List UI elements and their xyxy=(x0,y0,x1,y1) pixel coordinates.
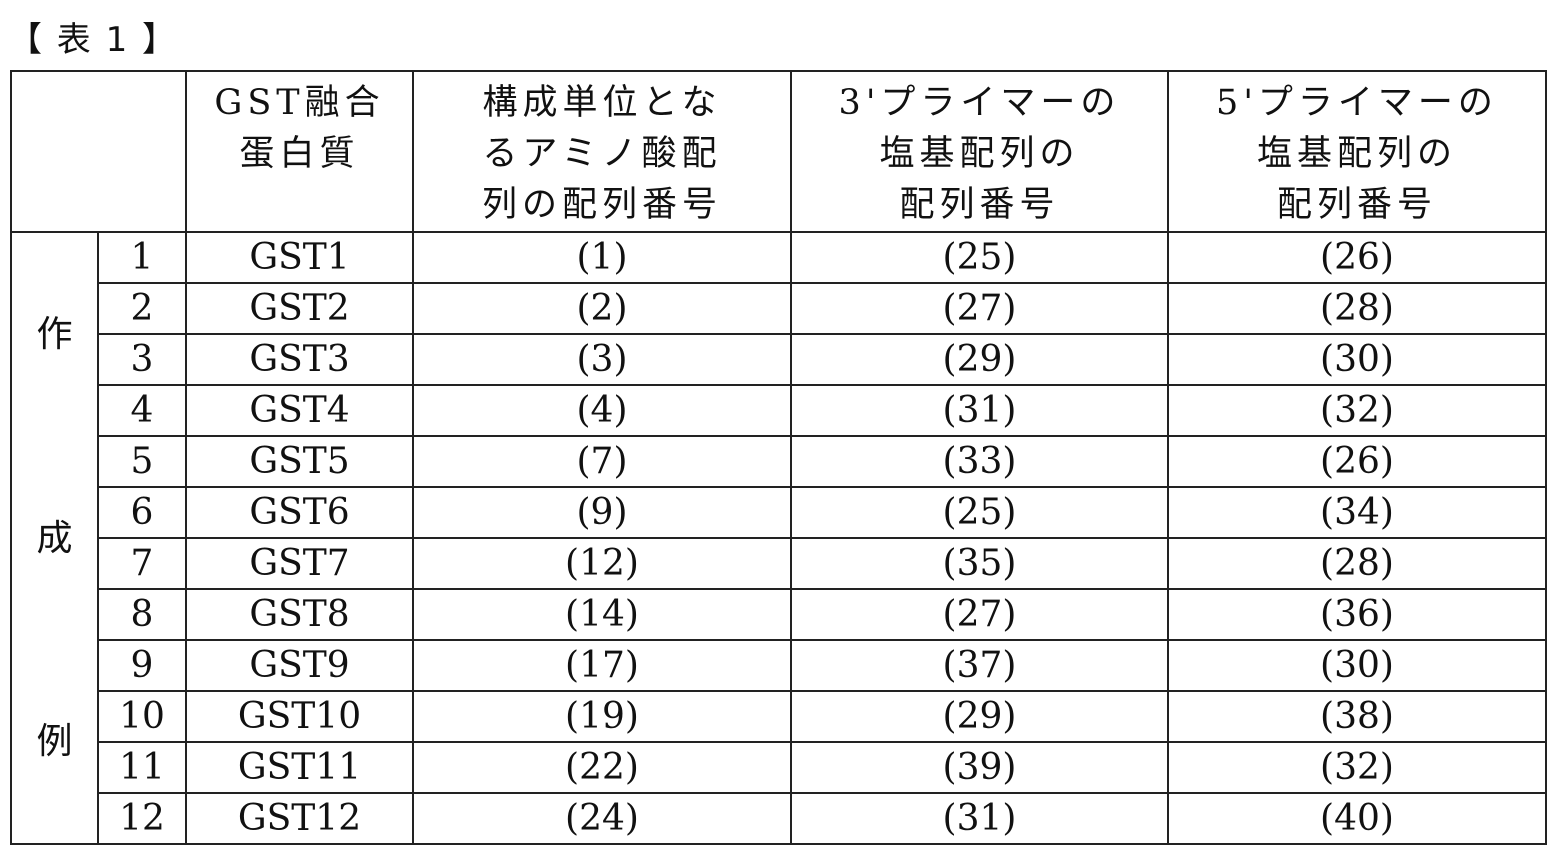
side-label-char: 作 xyxy=(11,232,98,436)
cell-example-number: 8 xyxy=(98,589,186,640)
cell-primer-3-seq-no: (25) xyxy=(791,487,1168,538)
cell-primer-5-seq-no: (32) xyxy=(1168,385,1546,436)
cell-primer-5-seq-no: (28) xyxy=(1168,538,1546,589)
cell-amino-acid-seq-no: (3) xyxy=(413,334,791,385)
table-row: 7GST7(12)(35)(28) xyxy=(11,538,1546,589)
cell-amino-acid-seq-no: (2) xyxy=(413,283,791,334)
cell-amino-acid-seq-no: (19) xyxy=(413,691,791,742)
cell-gst-protein: GST6 xyxy=(186,487,413,538)
cell-amino-acid-seq-no: (9) xyxy=(413,487,791,538)
cell-example-number: 10 xyxy=(98,691,186,742)
cell-example-number: 2 xyxy=(98,283,186,334)
cell-gst-protein: GST1 xyxy=(186,232,413,283)
cell-primer-3-seq-no: (27) xyxy=(791,589,1168,640)
cell-example-number: 1 xyxy=(98,232,186,283)
cell-primer-3-seq-no: (35) xyxy=(791,538,1168,589)
cell-amino-acid-seq-no: (17) xyxy=(413,640,791,691)
cell-primer-5-seq-no: (36) xyxy=(1168,589,1546,640)
cell-primer-3-seq-no: (31) xyxy=(791,385,1168,436)
table-row: 11GST11(22)(39)(32) xyxy=(11,742,1546,793)
cell-primer-3-seq-no: (25) xyxy=(791,232,1168,283)
cell-primer-5-seq-no: (34) xyxy=(1168,487,1546,538)
table-row: 2GST2(2)(27)(28) xyxy=(11,283,1546,334)
table-row: 4GST4(4)(31)(32) xyxy=(11,385,1546,436)
cell-primer-5-seq-no: (38) xyxy=(1168,691,1546,742)
cell-example-number: 7 xyxy=(98,538,186,589)
cell-example-number: 4 xyxy=(98,385,186,436)
cell-gst-protein: GST7 xyxy=(186,538,413,589)
cell-gst-protein: GST12 xyxy=(186,793,413,844)
cell-example-number: 3 xyxy=(98,334,186,385)
cell-primer-5-seq-no: (28) xyxy=(1168,283,1546,334)
cell-example-number: 6 xyxy=(98,487,186,538)
table-row: 10GST10(19)(29)(38) xyxy=(11,691,1546,742)
cell-primer-3-seq-no: (29) xyxy=(791,691,1168,742)
table-row: 例9GST9(17)(37)(30) xyxy=(11,640,1546,691)
header-gst-fusion-protein: GST融合 蛋白質 xyxy=(186,71,413,232)
table-caption: 【 表 1 】 xyxy=(8,12,178,61)
table-row: 3GST3(3)(29)(30) xyxy=(11,334,1546,385)
data-table: GST融合 蛋白質 構成単位とな るアミノ酸配 列の配列番号 3'プライマーの … xyxy=(10,70,1547,845)
cell-gst-protein: GST9 xyxy=(186,640,413,691)
header-3-primer-seq-no: 3'プライマーの 塩基配列の 配列番号 xyxy=(791,71,1168,232)
cell-primer-3-seq-no: (31) xyxy=(791,793,1168,844)
cell-amino-acid-seq-no: (14) xyxy=(413,589,791,640)
cell-primer-5-seq-no: (30) xyxy=(1168,640,1546,691)
cell-example-number: 12 xyxy=(98,793,186,844)
cell-amino-acid-seq-no: (7) xyxy=(413,436,791,487)
cell-gst-protein: GST4 xyxy=(186,385,413,436)
cell-amino-acid-seq-no: (24) xyxy=(413,793,791,844)
cell-primer-5-seq-no: (26) xyxy=(1168,436,1546,487)
header-corner xyxy=(11,71,186,232)
cell-primer-3-seq-no: (33) xyxy=(791,436,1168,487)
cell-gst-protein: GST10 xyxy=(186,691,413,742)
table-row: 成5GST5(7)(33)(26) xyxy=(11,436,1546,487)
cell-primer-5-seq-no: (32) xyxy=(1168,742,1546,793)
cell-gst-protein: GST5 xyxy=(186,436,413,487)
cell-example-number: 9 xyxy=(98,640,186,691)
cell-amino-acid-seq-no: (1) xyxy=(413,232,791,283)
cell-primer-3-seq-no: (39) xyxy=(791,742,1168,793)
table-row: 6GST6(9)(25)(34) xyxy=(11,487,1546,538)
cell-primer-3-seq-no: (37) xyxy=(791,640,1168,691)
table-row: 作1GST1(1)(25)(26) xyxy=(11,232,1546,283)
header-row: GST融合 蛋白質 構成単位とな るアミノ酸配 列の配列番号 3'プライマーの … xyxy=(11,71,1546,232)
header-5-primer-seq-no: 5'プライマーの 塩基配列の 配列番号 xyxy=(1168,71,1546,232)
side-label-char: 例 xyxy=(11,640,98,844)
side-label-char: 成 xyxy=(11,436,98,640)
cell-example-number: 5 xyxy=(98,436,186,487)
table-row: 8GST8(14)(27)(36) xyxy=(11,589,1546,640)
cell-gst-protein: GST2 xyxy=(186,283,413,334)
cell-primer-3-seq-no: (27) xyxy=(791,283,1168,334)
cell-gst-protein: GST11 xyxy=(186,742,413,793)
cell-amino-acid-seq-no: (12) xyxy=(413,538,791,589)
cell-amino-acid-seq-no: (22) xyxy=(413,742,791,793)
header-amino-acid-seq-no: 構成単位とな るアミノ酸配 列の配列番号 xyxy=(413,71,791,232)
cell-primer-5-seq-no: (30) xyxy=(1168,334,1546,385)
cell-example-number: 11 xyxy=(98,742,186,793)
cell-amino-acid-seq-no: (4) xyxy=(413,385,791,436)
cell-primer-5-seq-no: (40) xyxy=(1168,793,1546,844)
cell-primer-5-seq-no: (26) xyxy=(1168,232,1546,283)
cell-gst-protein: GST8 xyxy=(186,589,413,640)
cell-primer-3-seq-no: (29) xyxy=(791,334,1168,385)
cell-gst-protein: GST3 xyxy=(186,334,413,385)
table-row: 12GST12(24)(31)(40) xyxy=(11,793,1546,844)
